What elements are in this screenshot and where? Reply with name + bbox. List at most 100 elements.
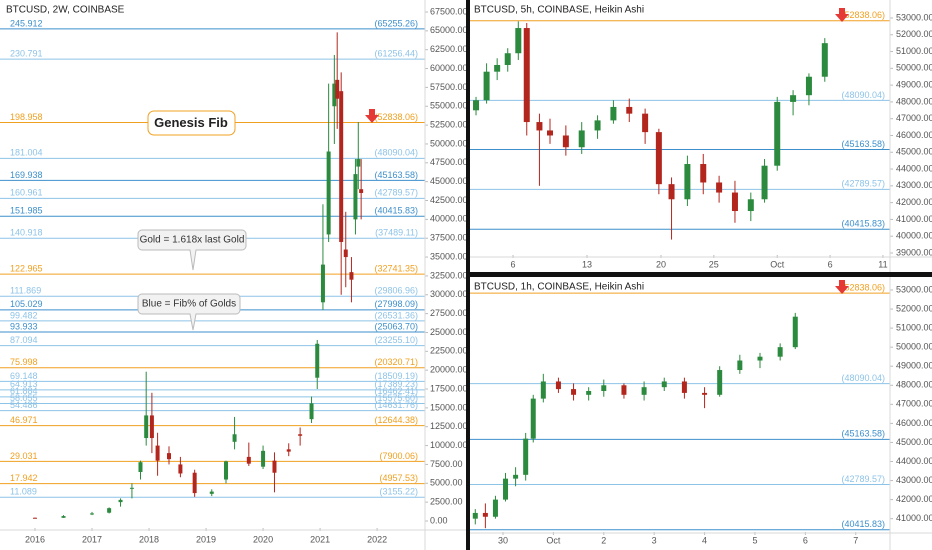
fib-ratio-label: 46.971 (10, 415, 38, 425)
y-tick-label: 45000.00 (430, 176, 468, 186)
chart-title: BTCUSD, 5h, COINBASE, Heikin Ashi (474, 5, 644, 16)
candle-body (594, 120, 601, 131)
candle-body (737, 360, 743, 371)
fib-price-label: (20320.71) (374, 357, 418, 367)
panel-divider (466, 0, 470, 550)
x-tick-label: 2020 (253, 534, 273, 544)
candle-body (482, 512, 488, 517)
y-tick-label: 55000.00 (430, 101, 468, 111)
candle-body (655, 132, 662, 185)
y-tick-label: 53000.00 (896, 284, 932, 294)
x-tick-label: 30 (498, 535, 508, 545)
candle-body (246, 456, 251, 464)
candle-body (315, 343, 320, 378)
fib-price-label: (37489.11) (375, 228, 418, 238)
fib-price-label: (40415.83) (841, 219, 885, 229)
candle-body (138, 462, 143, 472)
y-tick-label: 32500.00 (430, 270, 468, 280)
x-tick-label: 2021 (310, 534, 330, 544)
y-tick-label: 52000.00 (896, 29, 932, 39)
y-tick-label: 45000.00 (896, 437, 932, 447)
annotation: Gold = 1.618x last Gold (140, 235, 245, 246)
candle-body (326, 151, 331, 235)
y-tick-label: 35000.00 (430, 251, 468, 261)
y-tick-label: 49000.00 (896, 79, 932, 89)
fib-ratio-label: 58.055 (10, 393, 38, 403)
candle-body (492, 499, 498, 517)
x-tick-label: 2019 (196, 534, 216, 544)
candle-body (178, 464, 183, 474)
candle-body (700, 164, 707, 183)
candle-body (747, 199, 754, 212)
candle-body (192, 472, 197, 494)
candle-body (515, 28, 522, 54)
x-tick-label: 2016 (25, 534, 45, 544)
fib-ratio-label: 160.961 (10, 188, 43, 198)
candle-body (621, 385, 627, 395)
callout (137, 293, 241, 331)
candle-body (33, 517, 38, 519)
candle-body (155, 445, 160, 461)
annotation: Genesis Fib (154, 115, 228, 130)
candle-body (232, 434, 237, 442)
fib-price-label: (29806.96) (374, 286, 418, 296)
candle-body (129, 487, 134, 489)
candle-body (571, 389, 577, 395)
fib-price-label: (26531.36) (374, 310, 418, 320)
y-tick-label: 67500.00 (430, 6, 468, 16)
y-tick-label: 5000.00 (430, 478, 463, 488)
x-tick-label: 7 (853, 535, 858, 545)
fib-ratio-label: 105.029 (10, 299, 43, 309)
candle-body (353, 174, 358, 220)
fib-price-label: (12644.38) (374, 415, 418, 425)
annotation: Blue = Fib% of Golds (142, 299, 236, 310)
fib-ratio-label: 64.913 (10, 379, 38, 389)
fib-price-label: (25063.70) (374, 321, 418, 331)
fib-ratio-label: 11.089 (10, 487, 37, 497)
fib-price-label: (42789.57) (841, 474, 885, 484)
fib-price-label: (16462.41) (374, 386, 418, 396)
fib-price-label: (65255.26) (374, 18, 418, 28)
fib-price-label: (23255.10) (374, 335, 418, 345)
candle-body (555, 381, 561, 390)
y-tick-label: 53000.00 (896, 12, 932, 22)
candle-body (332, 83, 337, 107)
candle-body (702, 392, 708, 395)
x-tick-label: 6 (803, 535, 808, 545)
fib-price-label: (48090.04) (841, 373, 885, 383)
y-tick-label: 20000.00 (430, 365, 468, 375)
candle-body (777, 347, 783, 357)
candle-body (661, 381, 667, 388)
candle-body (118, 499, 123, 503)
y-tick-label: 42000.00 (896, 197, 932, 207)
fib-price-label: (14631.76) (374, 400, 418, 410)
fib-ratio-label: 151.985 (10, 206, 43, 216)
x-tick-label: 2 (601, 535, 606, 545)
candle-body (668, 184, 675, 200)
candle-body (601, 385, 607, 391)
candle-body (578, 130, 585, 148)
callout (137, 229, 247, 271)
candle-body (356, 159, 361, 167)
candle-body (540, 381, 546, 399)
fib-ratio-label: 54.486 (10, 400, 38, 410)
fib-price-label: (40415.83) (374, 206, 418, 216)
candle-body (523, 438, 529, 475)
fib-price-label: (52838.06) (374, 112, 418, 122)
candle-body (536, 122, 543, 131)
x-tick-label: 2022 (367, 534, 387, 544)
fib-price-label: (4957.53) (379, 473, 418, 483)
fib-price-label: (3155.22) (379, 487, 418, 497)
fib-ratio-label: 29.031 (10, 451, 38, 461)
candle-body (641, 387, 647, 395)
fib-ratio-label: 230.791 (10, 48, 43, 58)
y-tick-label: 50000.00 (896, 63, 932, 73)
fib-ratio-label: 169.938 (10, 170, 43, 180)
fib-price-label: (18509.19) (374, 371, 418, 381)
candle-body (731, 192, 738, 212)
candle-body (774, 101, 781, 166)
candle-body (309, 403, 314, 420)
fib-ratio-label: 140.918 (10, 228, 43, 238)
annotation-box (147, 110, 236, 136)
